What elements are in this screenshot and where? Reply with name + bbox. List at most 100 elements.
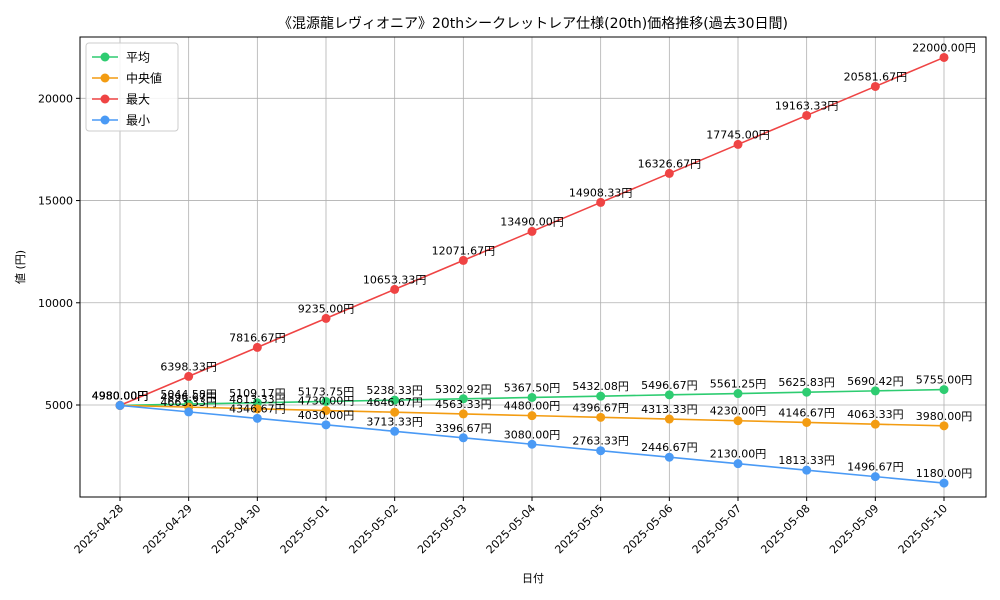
x-tick-label: 2025-04-29 [140,502,194,556]
data-point [458,433,468,443]
x-tick-label: 2025-05-03 [415,502,469,556]
data-label: 4980.00円 [92,389,149,402]
legend-box [85,42,179,132]
data-label: 4230.00円 [710,405,767,418]
x-tick-label: 2025-05-09 [827,502,881,556]
data-point [733,389,743,399]
data-label: 5496.67円 [641,379,698,392]
data-label: 3396.67円 [435,422,492,435]
data-point [596,197,606,207]
data-label: 4313.33円 [641,403,698,416]
data-point [664,390,674,400]
data-label: 20581.67円 [844,70,908,83]
data-label: 4563.33円 [435,398,492,411]
data-label: 4146.67円 [778,406,835,419]
data-point [458,255,468,265]
y-tick-layer: 5000 10000 15000 20000 [38,92,80,412]
legend-swatch-marker [100,115,110,125]
data-point [802,465,812,475]
data-point [664,168,674,178]
data-point [252,342,262,352]
data-point [115,400,125,410]
series-layer [115,52,949,488]
data-label: 13490.00円 [500,215,564,228]
x-tick-label: 2025-04-28 [72,502,126,556]
y-tick-label: 5000 [45,399,73,412]
data-label: 2130.00円 [710,448,767,461]
x-tick-label: 2025-05-02 [346,502,400,556]
data-point [939,478,949,488]
data-point [870,386,880,396]
data-label: 1180.00円 [916,467,973,480]
data-label: 22000.00円 [912,41,976,54]
data-label-layer: 4980.00円 5044.58円 5109.17円 5173.75円 5238.33円… [92,41,976,480]
x-tick-label: 2025-05-01 [278,502,332,556]
data-label: 4396.67円 [572,401,629,414]
data-label: 2763.33円 [572,435,629,448]
data-point [802,387,812,397]
data-point [802,110,812,120]
data-point [390,395,400,405]
data-point [939,421,949,431]
data-label: 12071.67円 [432,244,496,257]
legend-swatch-marker [100,73,110,83]
data-label: 19163.33円 [775,99,839,112]
data-point [527,439,537,449]
data-label: 5690.42円 [847,375,904,388]
data-label: 5755.00円 [916,374,973,387]
data-point [321,406,331,416]
data-point [664,414,674,424]
x-tick-label: 2025-05-07 [690,502,744,556]
data-label: 3080.00円 [504,428,561,441]
data-point [184,407,194,417]
data-point [527,226,537,236]
data-point [596,412,606,422]
data-label: 17745.00円 [706,128,770,141]
data-point [390,426,400,436]
data-point [664,452,674,462]
chart-title: 《混源龍レヴィオニア》20thシークレットレア仕様(20th)価格推移(過去30… [278,15,788,32]
data-label: 14908.33円 [569,186,633,199]
legend-entry-label: 中央値 [126,71,162,86]
data-label: 4980.00円 [92,389,149,402]
x-tick-layer: 2025-04-28 2025-04-29 2025-04-30 2025-05-01… [72,497,950,556]
data-label: 5367.50円 [504,381,561,394]
data-point [870,81,880,91]
x-tick-label: 2025-04-30 [209,502,263,556]
legend-entry-label: 最大 [126,93,150,107]
legend-entry-label: 最小 [126,114,150,128]
data-point [596,446,606,456]
data-label: 3713.33円 [366,415,423,428]
legend-swatch-marker [100,94,110,104]
data-label: 1813.33円 [778,454,835,467]
data-point [321,396,331,406]
data-label: 4063.33円 [847,408,904,421]
data-label: 7816.67円 [229,331,286,344]
data-label: 4030.00円 [298,409,355,422]
data-point [527,392,537,402]
data-label: 2446.67円 [641,441,698,454]
x-tick-label: 2025-05-05 [552,502,606,556]
data-label: 5302.92円 [435,383,492,396]
y-tick-label: 15000 [38,195,73,208]
data-point [870,419,880,429]
data-label: 5044.58円 [160,388,217,401]
data-point [252,413,262,423]
data-point [939,385,949,395]
x-tick-label: 2025-05-06 [621,502,675,556]
data-point [321,313,331,323]
data-label: 4813.33円 [229,393,286,406]
plot-frame [79,36,987,498]
data-point [527,411,537,421]
data-point [390,407,400,417]
data-point [596,391,606,401]
data-label: 4480.00円 [504,400,561,413]
data-label: 4980.00円 [92,389,149,402]
x-tick-label: 2025-05-10 [896,502,950,556]
data-point [390,284,400,294]
data-point [458,409,468,419]
data-point [252,404,262,414]
